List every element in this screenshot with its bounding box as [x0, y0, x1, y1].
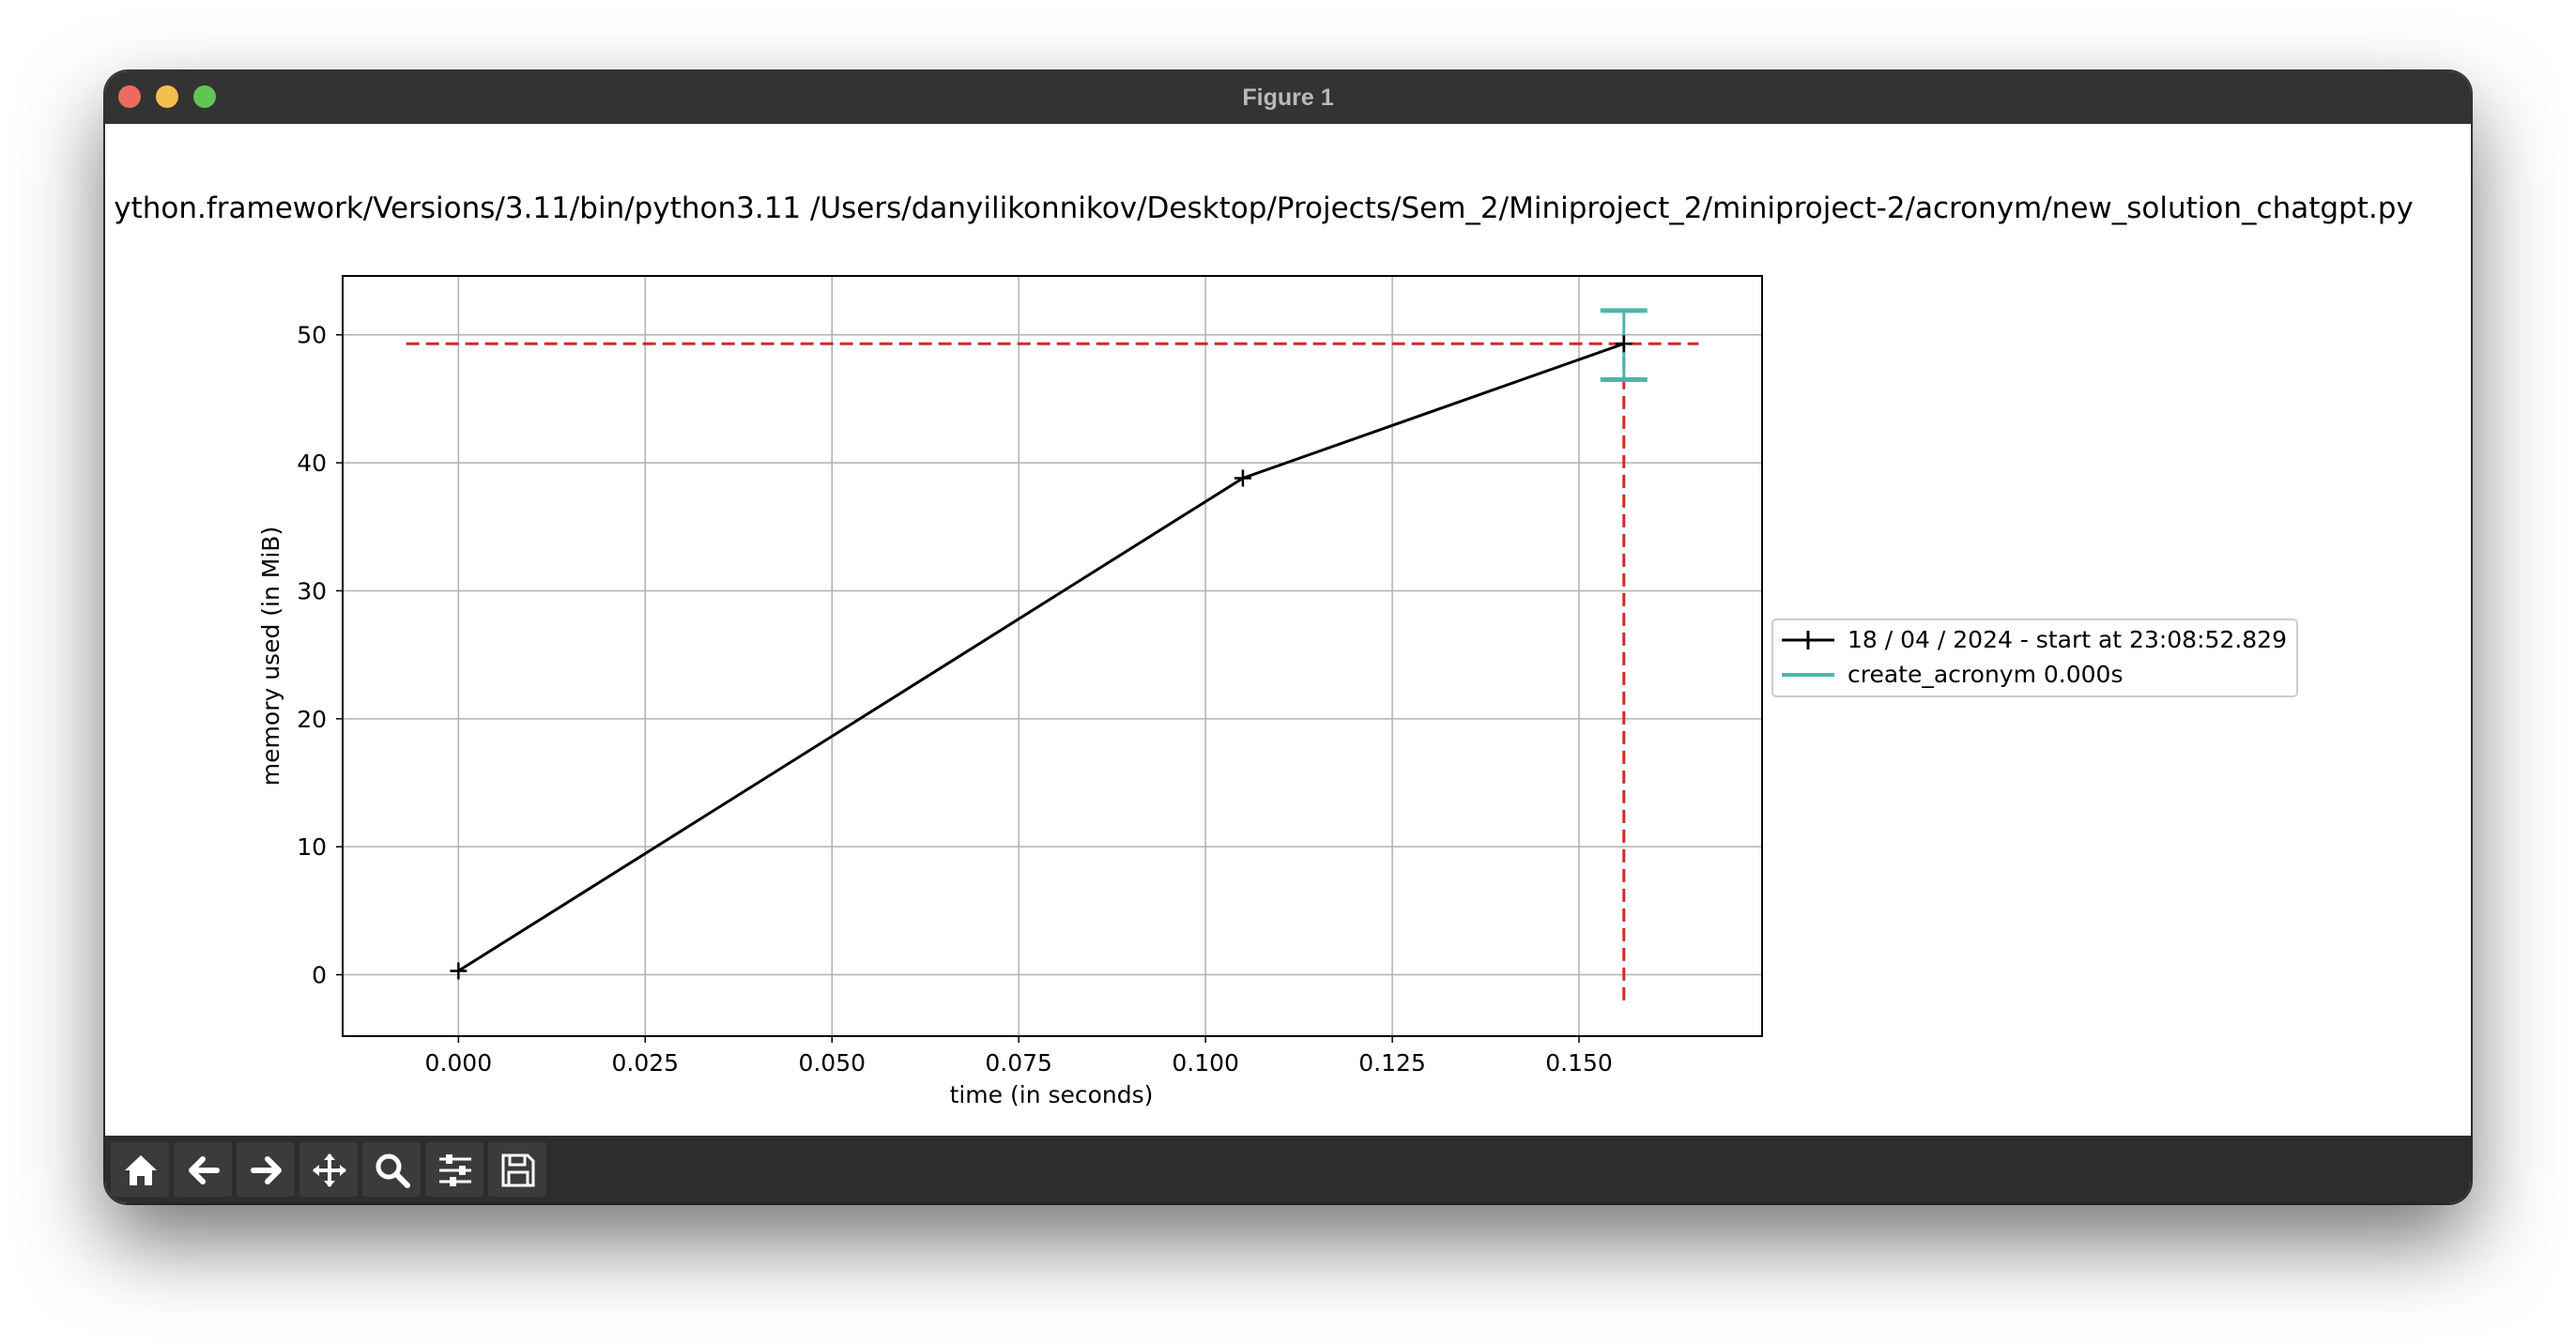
x-tick-label: 0.000: [425, 1049, 493, 1077]
data-point-marker: [1615, 335, 1633, 353]
floppy-disk-icon: [501, 1153, 535, 1187]
y-tick-label: 0: [312, 962, 327, 989]
legend-function-label: create_acronym 0.000s: [1848, 661, 2123, 688]
memory-usage-plot[interactable]: ython.framework/Versions/3.11/bin/python…: [105, 124, 2471, 1136]
title-bar: Figure 1: [105, 71, 2471, 124]
legend-box: [1771, 619, 2298, 697]
close-window-button[interactable]: [118, 85, 141, 108]
data-point-marker: [1234, 469, 1251, 487]
x-tick-label: 0.150: [1545, 1049, 1613, 1077]
x-tick-label: 0.100: [1172, 1049, 1239, 1077]
home-button[interactable]: [111, 1142, 169, 1197]
y-tick-label: 20: [297, 706, 327, 733]
pan-button[interactable]: [299, 1142, 358, 1197]
plot-title: ython.framework/Versions/3.11/bin/python…: [114, 191, 2414, 225]
maximize-window-button[interactable]: [193, 85, 216, 108]
x-tick-label: 0.050: [798, 1049, 866, 1077]
legend-series-label: 18 / 04 / 2024 - start at 23:08:52.829: [1848, 626, 2287, 653]
home-icon: [125, 1155, 157, 1185]
zoom-button[interactable]: [362, 1142, 421, 1197]
magnifier-icon: [376, 1153, 410, 1188]
series-line: [457, 342, 1625, 972]
ticks: 0.000 0.025 0.050 0.075 0.100 0.125 0.150 0 10 20…: [297, 322, 1613, 1077]
data-point-marker: [450, 962, 468, 980]
arrow-left-icon: [189, 1156, 220, 1184]
y-tick-label: 40: [297, 450, 327, 477]
forward-button[interactable]: [237, 1142, 295, 1197]
y-tick-label: 50: [297, 322, 327, 349]
y-axis-label: memory used (in MiB): [257, 527, 284, 786]
move-icon: [313, 1153, 346, 1187]
legend: 18 / 04 / 2024 - start at 23:08:52.829 c…: [1771, 619, 2298, 697]
minimize-window-button[interactable]: [156, 85, 178, 108]
annotations: [406, 308, 1699, 1000]
x-tick-label: 0.125: [1358, 1049, 1426, 1077]
x-tick-label: 0.075: [985, 1049, 1052, 1077]
back-button[interactable]: [174, 1142, 232, 1197]
x-axis-label: time (in seconds): [950, 1081, 1154, 1108]
save-button[interactable]: [488, 1142, 546, 1197]
grid: [343, 276, 1762, 1036]
configure-subplots-button[interactable]: [425, 1142, 483, 1197]
sliders-icon: [439, 1154, 471, 1186]
navigation-toolbar: [105, 1136, 2471, 1203]
axes-frame: [342, 275, 1763, 1037]
figure-window: Figure 1 ython.framework/Versions/3.11/b…: [105, 71, 2471, 1203]
data-series: [450, 335, 1633, 980]
x-tick-label: 0.025: [612, 1049, 680, 1077]
y-tick-label: 10: [297, 833, 327, 861]
window-title: Figure 1: [1242, 84, 1334, 111]
y-tick-label: 30: [297, 577, 327, 604]
arrow-right-icon: [251, 1156, 282, 1184]
figure-canvas[interactable]: ython.framework/Versions/3.11/bin/python…: [105, 124, 2471, 1203]
